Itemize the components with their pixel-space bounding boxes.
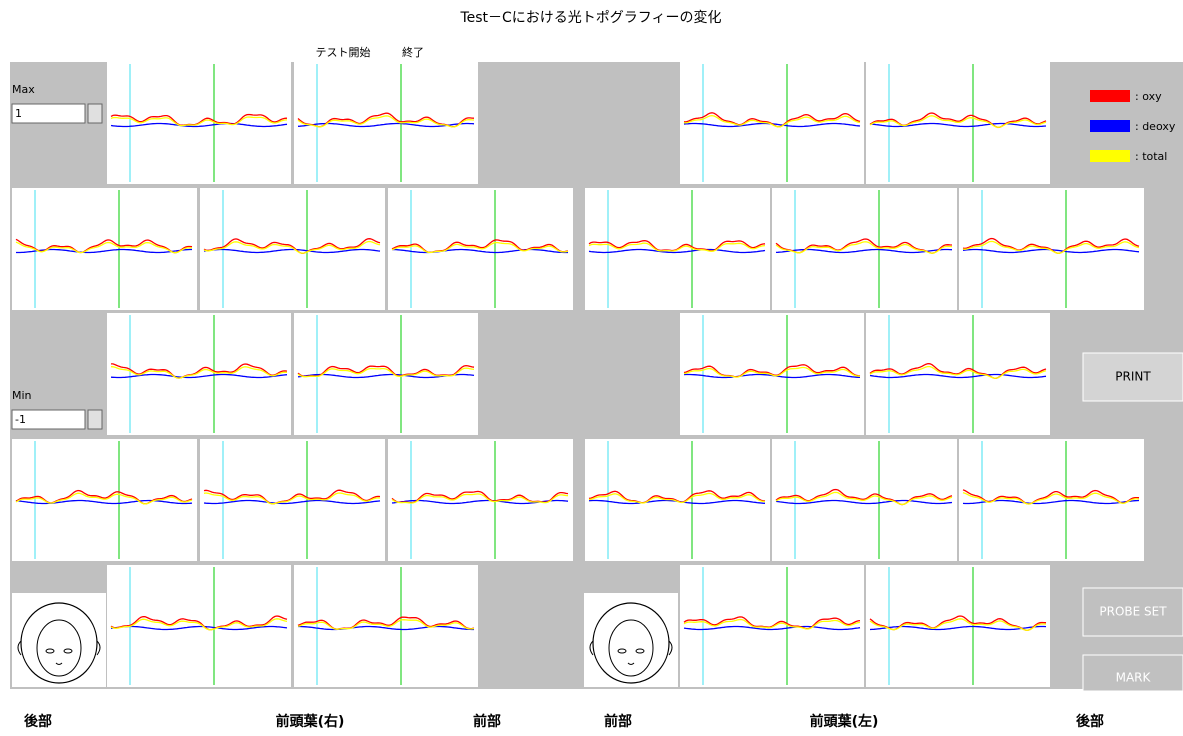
signal-panel xyxy=(772,188,957,310)
screen: Test－Cにおける光トポグラフィーの変化 テスト開始 終了 Max 1 Min… xyxy=(0,0,1183,736)
region-label: 前部 xyxy=(604,713,632,730)
head-diagram xyxy=(584,593,678,687)
legend-swatch xyxy=(1090,150,1130,162)
min-spinner[interactable] xyxy=(88,410,102,429)
max-value: 1 xyxy=(15,107,22,120)
region-label: 前頭葉(左) xyxy=(810,713,879,730)
max-input[interactable] xyxy=(12,104,85,123)
legend-label: : deoxy xyxy=(1135,120,1176,133)
mark-button-label: MARK xyxy=(1116,671,1152,685)
min-value: -1 xyxy=(15,413,26,426)
max-spinner[interactable] xyxy=(88,104,102,123)
signal-panel xyxy=(585,439,770,561)
start-marker-label: テスト開始 xyxy=(316,45,371,59)
title: Test－Cにおける光トポグラフィーの変化 xyxy=(459,9,721,26)
region-label: 前頭葉(右) xyxy=(276,713,345,730)
signal-panel xyxy=(294,62,478,184)
region-label: 後部 xyxy=(1076,713,1104,730)
max-label: Max xyxy=(12,83,35,96)
legend-label: : total xyxy=(1135,150,1167,163)
legend-swatch xyxy=(1090,120,1130,132)
legend-swatch xyxy=(1090,90,1130,102)
signal-panel xyxy=(12,439,197,561)
legend-label: : oxy xyxy=(1135,90,1162,103)
head-diagram xyxy=(12,593,106,687)
region-label: 前部 xyxy=(473,713,501,730)
print-button-label: PRINT xyxy=(1115,370,1151,384)
probe-set-button-label: PROBE SET xyxy=(1099,605,1167,619)
region-label: 後部 xyxy=(24,713,52,730)
signal-panel xyxy=(12,188,197,310)
end-marker-label: 終了 xyxy=(402,45,424,59)
min-label: Min xyxy=(12,389,32,402)
signal-panel xyxy=(866,565,1050,687)
signal-panel xyxy=(200,439,385,561)
